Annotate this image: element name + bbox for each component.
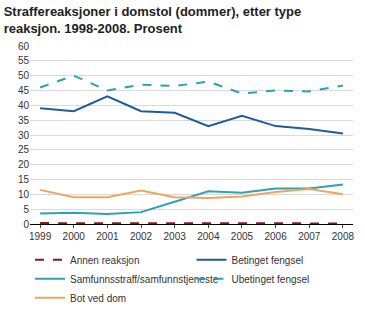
svg-text:2006: 2006 [264,231,287,242]
svg-text:Bot ved dom: Bot ved dom [70,293,126,304]
svg-text:2001: 2001 [96,231,119,242]
svg-text:Betinget fengsel: Betinget fengsel [232,255,304,266]
svg-text:20: 20 [18,159,30,170]
svg-text:Annen reaksjon: Annen reaksjon [70,255,140,266]
svg-text:50: 50 [18,70,30,81]
svg-text:30: 30 [18,130,30,141]
svg-text:10: 10 [18,189,30,200]
svg-text:40: 40 [18,100,30,111]
svg-text:45: 45 [18,85,30,96]
svg-text:2000: 2000 [63,231,86,242]
svg-text:25: 25 [18,144,30,155]
svg-text:2005: 2005 [231,231,254,242]
svg-text:2002: 2002 [130,231,153,242]
svg-text:5: 5 [23,204,29,215]
svg-text:60: 60 [18,41,30,52]
svg-text:2007: 2007 [298,231,321,242]
svg-text:0: 0 [23,219,29,230]
svg-text:Ubetinget fengsel: Ubetinget fengsel [232,274,310,285]
svg-text:2003: 2003 [164,231,187,242]
svg-text:Samfunnsstraff/samfunnstjenest: Samfunnsstraff/samfunnstjeneste [70,274,219,285]
svg-text:2008: 2008 [332,231,355,242]
svg-text:Straffereaksjoner i domstol (d: Straffereaksjoner i domstol (dommer), et… [4,4,302,36]
svg-text:1999: 1999 [29,231,52,242]
svg-text:15: 15 [18,174,30,185]
svg-text:55: 55 [18,55,30,66]
svg-text:2004: 2004 [197,231,220,242]
svg-text:35: 35 [18,115,30,126]
